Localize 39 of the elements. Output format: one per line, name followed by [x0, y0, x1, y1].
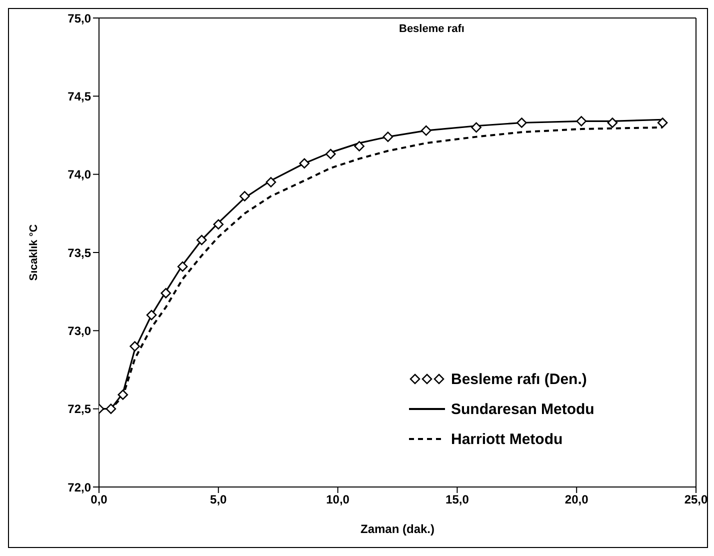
point [196, 234, 207, 246]
point [130, 341, 140, 352]
point [325, 148, 336, 160]
x-tick-label: 10,0 [326, 492, 350, 507]
point [146, 310, 157, 320]
y-tick-label: 73,0 [68, 324, 92, 338]
point [421, 125, 432, 136]
point [177, 261, 188, 272]
y-tick-label: 73,5 [68, 246, 92, 260]
point [266, 177, 276, 188]
legend-label: Harriott Metodu [451, 430, 563, 448]
y-axis-title: Sıcaklık °C [28, 224, 40, 281]
point [118, 390, 128, 400]
point [607, 118, 618, 128]
x-axis-title: Zaman (dak.) [360, 522, 435, 536]
point [354, 141, 364, 152]
point [382, 132, 394, 142]
point [576, 116, 587, 126]
point [106, 404, 116, 414]
x-tick-label: 5,0 [210, 492, 228, 507]
x-tick-label: 0,0 [90, 492, 108, 507]
point [160, 288, 172, 298]
point [240, 191, 250, 202]
y-tick-label: 75,0 [68, 11, 92, 26]
point [213, 219, 224, 230]
point [471, 122, 482, 133]
point [299, 158, 310, 169]
x-tick-label: 15,0 [446, 492, 470, 507]
x-tick-label: 25,0 [684, 492, 708, 507]
y-tick-label: 72,0 [68, 480, 92, 494]
y-tick-label: 74,5 [68, 89, 92, 104]
legend-label: Sundaresan Metodu [451, 400, 594, 418]
point [516, 118, 527, 128]
y-tick-label: 74,0 [68, 168, 92, 182]
point [657, 118, 668, 128]
y-tick-label: 72,5 [68, 402, 92, 416]
text: Besleme rafı [399, 23, 464, 35]
x-tick-label: 20,0 [564, 492, 589, 507]
legend-label: Besleme rafı (Den.) [451, 370, 587, 388]
